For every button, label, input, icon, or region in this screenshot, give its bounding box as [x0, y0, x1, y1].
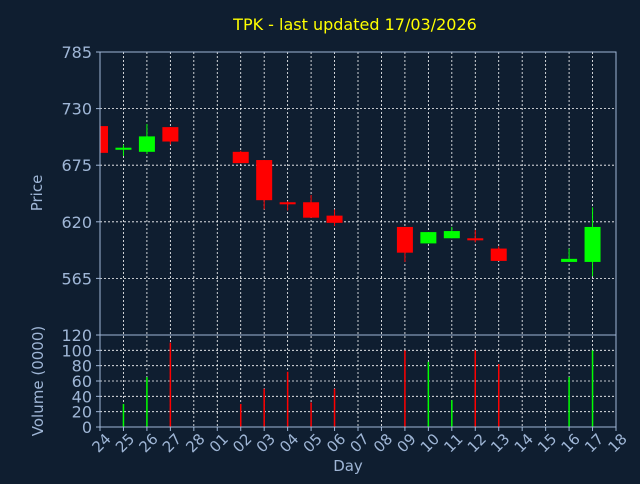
candle-body — [256, 160, 273, 201]
day-tick-label: 06 — [323, 430, 349, 456]
day-tick-label: 13 — [487, 430, 513, 456]
candle-body — [303, 202, 320, 218]
volume-bar — [263, 388, 265, 427]
candle-body — [490, 248, 507, 261]
price-tick-label: 675 — [61, 156, 92, 175]
candle-body — [467, 238, 484, 241]
day-tick-label: 04 — [276, 430, 302, 456]
candle-body — [115, 147, 132, 150]
candle-body — [162, 127, 179, 142]
price-tick-label: 730 — [61, 100, 92, 119]
candle-body — [100, 126, 108, 153]
candle-body — [138, 136, 155, 152]
volume-bar — [239, 404, 242, 427]
volume-bar — [310, 402, 312, 427]
candle-body — [232, 151, 249, 164]
volume-tick-label: 40 — [72, 387, 92, 406]
chart-title: TPK - last updated 17/03/2026 — [232, 15, 477, 34]
day-tick-label: 02 — [229, 430, 255, 456]
volume-bar — [286, 371, 289, 427]
day-tick-label: 08 — [370, 430, 396, 456]
day-tick-label: 15 — [534, 430, 560, 456]
volume-bar — [122, 404, 125, 427]
volume-bar — [333, 388, 336, 427]
day-tick-label: 16 — [558, 430, 584, 456]
volume-tick-label: 60 — [72, 372, 92, 391]
day-tick-label: 24 — [89, 430, 115, 456]
volume-bar — [497, 364, 500, 427]
volume-bar — [169, 342, 172, 427]
volume-tick-label: 80 — [72, 357, 92, 376]
candle-body — [326, 215, 343, 223]
volume-tick-label: 20 — [72, 403, 92, 422]
volume-bar — [591, 350, 594, 427]
price-axis-label: Price — [28, 175, 46, 212]
candle-body — [396, 226, 413, 253]
day-tick-label: 03 — [253, 430, 279, 456]
price-tick-label: 620 — [61, 213, 92, 232]
volume-bar — [451, 400, 453, 427]
price-tick-label: 565 — [61, 269, 92, 288]
candle-body — [561, 258, 578, 262]
day-tick-label: 07 — [347, 430, 373, 456]
candle-body — [443, 231, 460, 239]
day-tick-label: 28 — [182, 430, 208, 456]
volume-bar — [146, 377, 148, 427]
day-tick-label: 12 — [464, 430, 490, 456]
volume-bar — [568, 377, 570, 427]
candle-body — [279, 202, 296, 205]
volume-bar — [404, 350, 406, 427]
candle-body — [584, 226, 601, 262]
day-tick-label: 11 — [440, 430, 466, 456]
volume-axis-label: Volume (0000) — [29, 326, 47, 436]
volume-tick-label: 120 — [61, 326, 92, 345]
day-tick-label: 27 — [159, 430, 185, 456]
x-axis-label: Day — [333, 457, 363, 475]
day-tick-label: 25 — [112, 430, 138, 456]
candle-body — [420, 232, 437, 244]
day-tick-label: 17 — [581, 430, 607, 456]
day-tick-label: 26 — [135, 430, 161, 456]
volume-bar — [427, 361, 430, 427]
day-tick-label: 14 — [511, 430, 537, 456]
day-tick-label: 05 — [300, 430, 326, 456]
price-tick-label: 785 — [61, 43, 92, 62]
volume-bar — [474, 350, 477, 427]
day-tick-label: 01 — [206, 430, 232, 456]
volume-tick-label: 0 — [82, 418, 92, 437]
day-tick-label: 09 — [393, 430, 419, 456]
day-tick-label: 18 — [605, 430, 631, 456]
day-tick-label: 10 — [417, 430, 443, 456]
volume-tick-label: 100 — [61, 341, 92, 360]
